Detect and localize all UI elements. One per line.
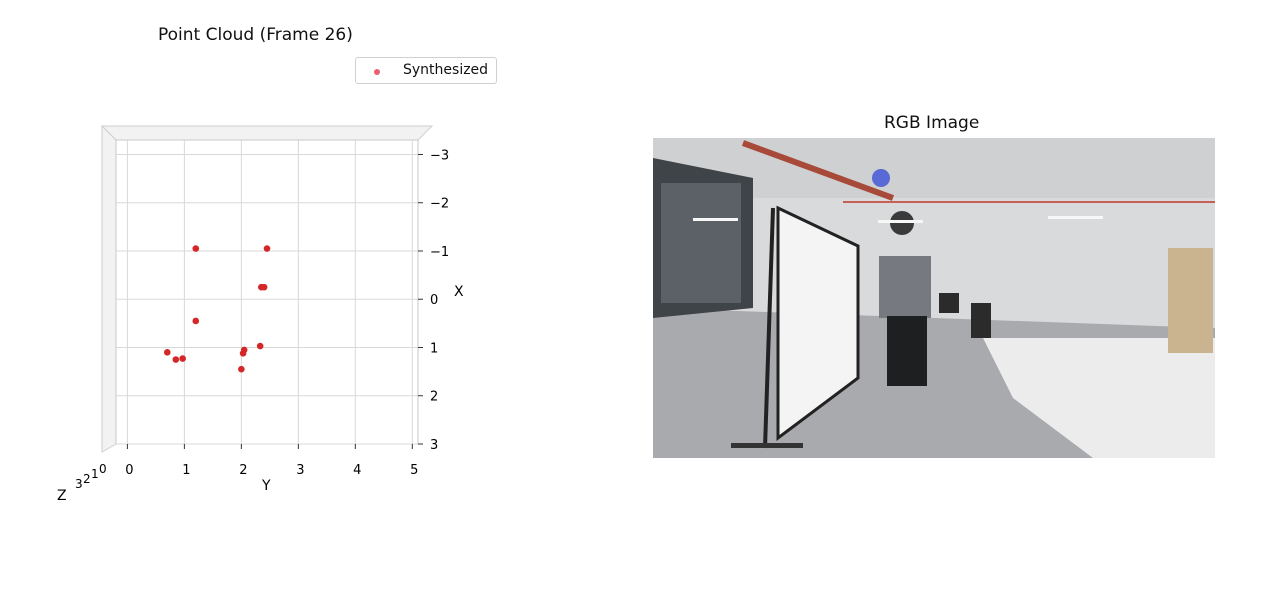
x-tick-label-5: 2 [430,390,438,405]
image-panel-title: RGB Image [884,113,980,133]
data-point-0-11 [238,365,245,373]
tick-labels: 0 1 2 3 4 5 −3 −2 −1 0 1 2 3 [125,148,449,478]
z-tick-label-0: 3 [75,477,83,491]
y-tick-label-3: 3 [296,463,304,478]
y-tick-label-5: 5 [410,463,418,478]
y-tick-label-4: 4 [353,463,361,478]
data-point-0-9 [239,349,247,357]
tick-marks [126,153,423,449]
legend: Synthesized [355,57,497,84]
x-tick-label-0: −3 [430,148,449,163]
y-tick-label-2: 2 [239,463,247,478]
x-tick-label-1: −2 [430,197,449,212]
legend-label: Synthesized [403,62,489,78]
grid-lines [116,140,418,445]
rgb-image [653,138,1215,458]
data-point-0-1 [263,245,271,252]
pane-back-wall [100,124,434,453]
data-point-0-3 [258,283,265,291]
data-point-0-4 [192,317,200,325]
data-point-0-10 [256,342,264,350]
x-tick-label-6: 3 [430,438,438,453]
data-point-0-6 [172,356,180,363]
z-tick-label-2: 1 [91,467,99,481]
data-point-0-7 [179,355,186,362]
data-points [163,245,271,373]
chart-title: Point Cloud (Frame 26) [158,25,353,45]
x-tick-label-2: −1 [430,245,449,260]
z-tick-label-1: 2 [83,472,91,486]
z-tick-label-3: 0 [99,462,107,476]
x-tick-label-3: 0 [430,293,438,308]
data-point-0-5 [163,349,171,356]
y-tick-label-1: 1 [182,463,190,478]
x-tick-label-4: 1 [430,341,438,356]
y-axis-label: Y [261,478,271,494]
y-tick-label-0: 0 [125,463,133,478]
z-axis-label: Z [57,488,67,504]
data-point-0-0 [192,245,200,252]
x-axis-label: X [454,284,464,300]
legend-marker [374,69,380,75]
